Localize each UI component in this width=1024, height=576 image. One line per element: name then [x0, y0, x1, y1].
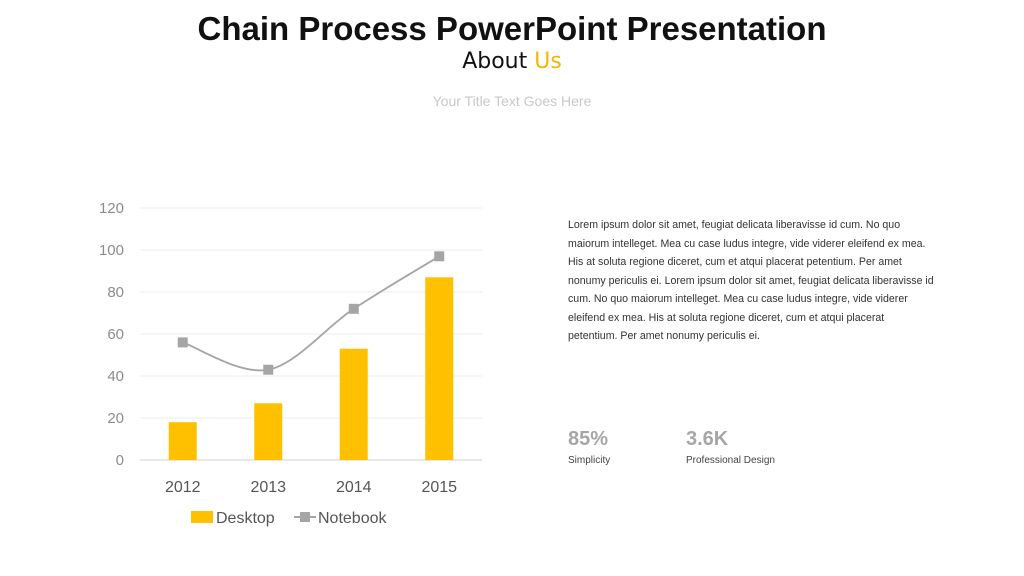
- marker-notebook: [177, 337, 188, 348]
- page-subtitle: About Us: [0, 49, 1024, 74]
- body-paragraph: Lorem ipsum dolor sit amet, feugiat deli…: [568, 219, 934, 342]
- y-tick-label: 120: [99, 200, 124, 217]
- y-tick-label: 0: [116, 452, 124, 469]
- stat-professional-design: 3.6K Professional Design: [686, 428, 775, 466]
- legend-swatch-desktop: [191, 511, 213, 523]
- bar-desktop: [425, 277, 454, 460]
- bar-desktop: [339, 348, 368, 460]
- x-tick-label: 2014: [336, 479, 372, 496]
- stat-simplicity: 85% Simplicity: [568, 428, 610, 466]
- tagline: Your Title Text Goes Here: [432, 93, 592, 109]
- stat-label: Professional Design: [686, 455, 775, 466]
- y-tick-label: 100: [99, 242, 124, 259]
- stat-label: Simplicity: [568, 455, 611, 466]
- y-tick-label: 40: [107, 368, 124, 385]
- x-tick-label: 2013: [250, 479, 286, 496]
- marker-notebook: [348, 303, 359, 314]
- y-tick-label: 60: [107, 326, 124, 343]
- x-tick-label: 2012: [165, 479, 201, 496]
- marker-notebook: [434, 251, 445, 262]
- legend-marker-notebook: [300, 512, 310, 522]
- y-tick-label: 80: [107, 284, 124, 301]
- line-notebook: [182, 255, 440, 372]
- x-tick-label: 2015: [421, 479, 457, 496]
- y-tick-label: 20: [107, 410, 124, 427]
- stat-value: 3.6K: [686, 428, 729, 450]
- bar-desktop: [254, 403, 283, 460]
- page-title: Chain Process PowerPoint Presentation: [197, 10, 827, 47]
- bar-desktop: [168, 422, 197, 460]
- legend-label-desktop: Desktop: [216, 510, 275, 527]
- subtitle-main: About: [462, 49, 535, 74]
- subtitle-accent: Us: [534, 49, 562, 74]
- bar-line-chart: 0 20 40 60 80 100 120 2012 2013 2014 2015 Desktop No…: [99, 200, 482, 527]
- legend-label-notebook: Notebook: [318, 510, 387, 527]
- stat-value: 85%: [568, 428, 609, 450]
- marker-notebook: [263, 364, 274, 375]
